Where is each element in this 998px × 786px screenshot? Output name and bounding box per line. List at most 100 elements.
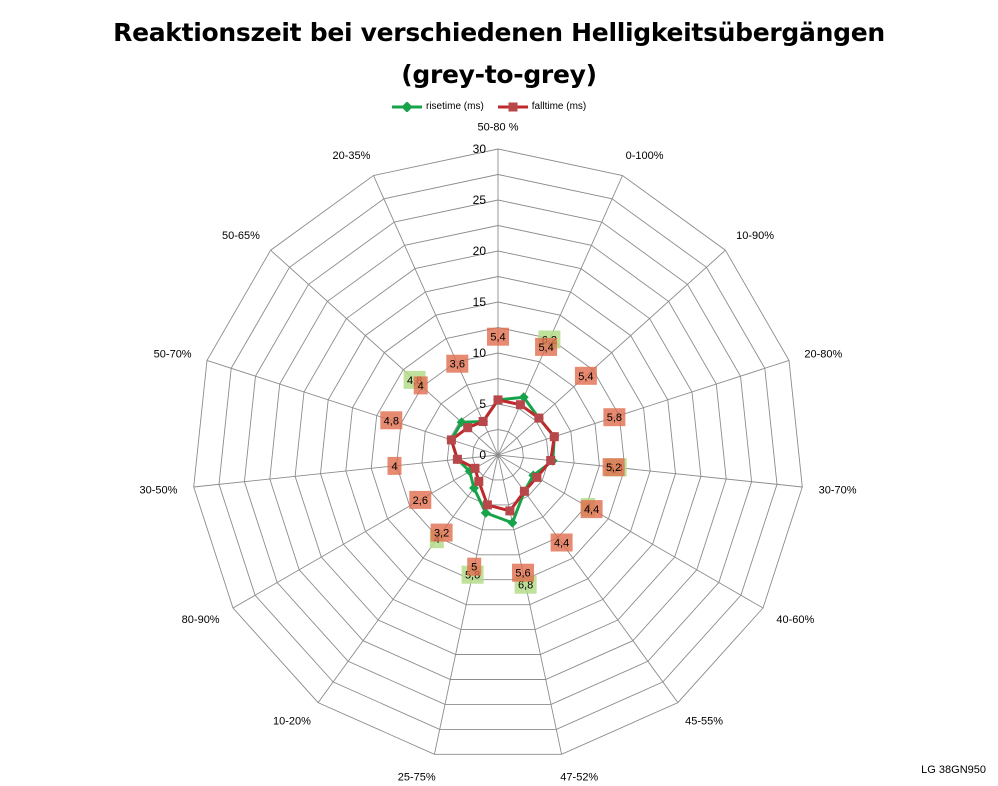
spoke — [232, 454, 499, 609]
data-label-falltime-text: 5 — [471, 562, 477, 574]
tick-label: 10 — [473, 346, 487, 360]
category-label: 80-90% — [182, 614, 220, 626]
grid-ring — [193, 148, 803, 755]
data-label-falltime: 4,4 — [550, 533, 573, 552]
data-point-falltime — [446, 435, 456, 445]
data-label-falltime-text: 4 — [391, 461, 397, 473]
category-label: 30-70% — [819, 484, 857, 496]
tick-label: 5 — [479, 397, 486, 411]
grid-ring — [269, 225, 727, 680]
data-point-falltime — [470, 463, 480, 473]
data-label-falltime-text: 4,4 — [554, 538, 569, 550]
grid-ring — [320, 276, 676, 631]
data-label-falltime: 3,2 — [430, 523, 453, 542]
grid-ring — [243, 199, 753, 705]
data-label-falltime-text: 4,8 — [384, 415, 399, 427]
data-point-falltime — [474, 476, 484, 486]
data-label-falltime: 4,8 — [380, 411, 403, 430]
data-label-falltime-box — [487, 327, 509, 346]
chart-subtitle-line: (grey-to-grey) — [401, 60, 597, 89]
series-line-falltime — [449, 398, 556, 513]
grid-ring — [370, 327, 626, 581]
data-label-falltime: 5,8 — [603, 408, 626, 427]
tick-label: 15 — [473, 295, 487, 309]
data-point-risetime — [518, 392, 529, 403]
data-point-falltime — [482, 500, 492, 510]
tick-label: 0 — [479, 448, 486, 462]
grid-ring — [294, 250, 702, 655]
data-point-falltime — [493, 395, 503, 405]
category-label: 25-75% — [398, 771, 436, 783]
data-point-falltime — [505, 506, 515, 516]
data-label-falltime-text: 4,4 — [584, 504, 599, 516]
data-label-falltime-box — [580, 500, 603, 519]
data-label-falltime-box — [467, 557, 482, 576]
data-label-falltime-box — [535, 337, 558, 356]
data-point-falltime — [549, 432, 559, 442]
data-label-falltime: 5,6 — [512, 563, 534, 582]
legend-swatch-risetime — [392, 101, 422, 112]
legend-swatch-falltime — [497, 102, 528, 111]
category-label: 50-70% — [154, 349, 192, 361]
grid-ring — [421, 378, 575, 531]
data-label-falltime: 5,4 — [535, 337, 558, 356]
category-label: 30-50% — [139, 484, 177, 496]
data-label-falltime: 5,4 — [487, 327, 509, 346]
data-point-falltime — [534, 413, 544, 423]
grid-ring — [446, 403, 550, 506]
data-point-falltime — [463, 423, 473, 433]
tick-label: 20 — [473, 244, 487, 258]
data-label-falltime-box — [430, 523, 453, 542]
category-label: 20-80% — [804, 349, 842, 361]
legend-label-risetime: risetime (ms) — [426, 101, 484, 112]
category-label: 47-52% — [560, 771, 598, 783]
data-point-falltime — [452, 454, 462, 464]
data-label-falltime: 4 — [387, 456, 402, 475]
data-label-falltime-box — [550, 533, 573, 552]
category-label: 50-65% — [222, 230, 260, 242]
spoke — [497, 454, 764, 609]
data-label-falltime-box — [387, 456, 402, 475]
data-label-falltime-text: 5,8 — [607, 412, 622, 424]
category-label: 40-60% — [776, 614, 814, 626]
spoke — [497, 454, 679, 703]
data-label-falltime-box — [413, 376, 428, 395]
data-label-falltime: 5,4 — [574, 366, 597, 385]
data-label-falltime-text: 5,4 — [538, 342, 553, 354]
data-point-risetime — [480, 507, 491, 518]
data-label-falltime: 3,6 — [446, 354, 469, 373]
data-label-falltime-text: 3,6 — [450, 359, 465, 371]
data-label-falltime-text: 5,4 — [578, 371, 593, 383]
tick-label: 30 — [473, 142, 487, 156]
legend-item-risetime: risetime (ms) — [392, 101, 484, 112]
tick-label: 25 — [473, 193, 487, 207]
data-point-falltime — [532, 472, 542, 482]
data-point-falltime — [519, 486, 529, 496]
data-label-falltime-box — [512, 563, 534, 582]
grid-ring — [345, 301, 651, 606]
category-label: 0-100% — [626, 150, 664, 162]
spoke — [373, 175, 499, 456]
data-label-falltime: 5,2 — [602, 458, 625, 477]
data-label-falltime-text: 4 — [418, 380, 424, 392]
data-label-risetime-text: 6,8 — [518, 580, 533, 592]
chart-title-line: Reaktionszeit bei verschiedenen Helligke… — [113, 18, 885, 47]
category-label: 50-80 % — [478, 122, 519, 134]
data-label-falltime-box — [446, 354, 469, 373]
category-label: 20-35% — [332, 150, 370, 162]
chart-title: Reaktionszeit bei verschiedenen Helligke… — [0, 12, 998, 96]
grid-ring — [472, 429, 524, 481]
spoke — [317, 454, 499, 703]
data-label-falltime: 5 — [467, 557, 482, 576]
data-label-falltime-box — [409, 490, 432, 509]
data-label-falltime-text: 2,6 — [413, 495, 428, 507]
data-label-falltime: 4 — [413, 376, 428, 395]
grid-ring — [396, 352, 600, 556]
legend-label-falltime: falltime (ms) — [531, 101, 587, 112]
data-label-falltime: 2,6 — [409, 490, 432, 509]
spoke — [497, 454, 563, 755]
data-point-risetime — [507, 517, 518, 528]
watermark: LG 38GN950 — [921, 764, 986, 776]
data-label-falltime-box — [603, 408, 626, 427]
